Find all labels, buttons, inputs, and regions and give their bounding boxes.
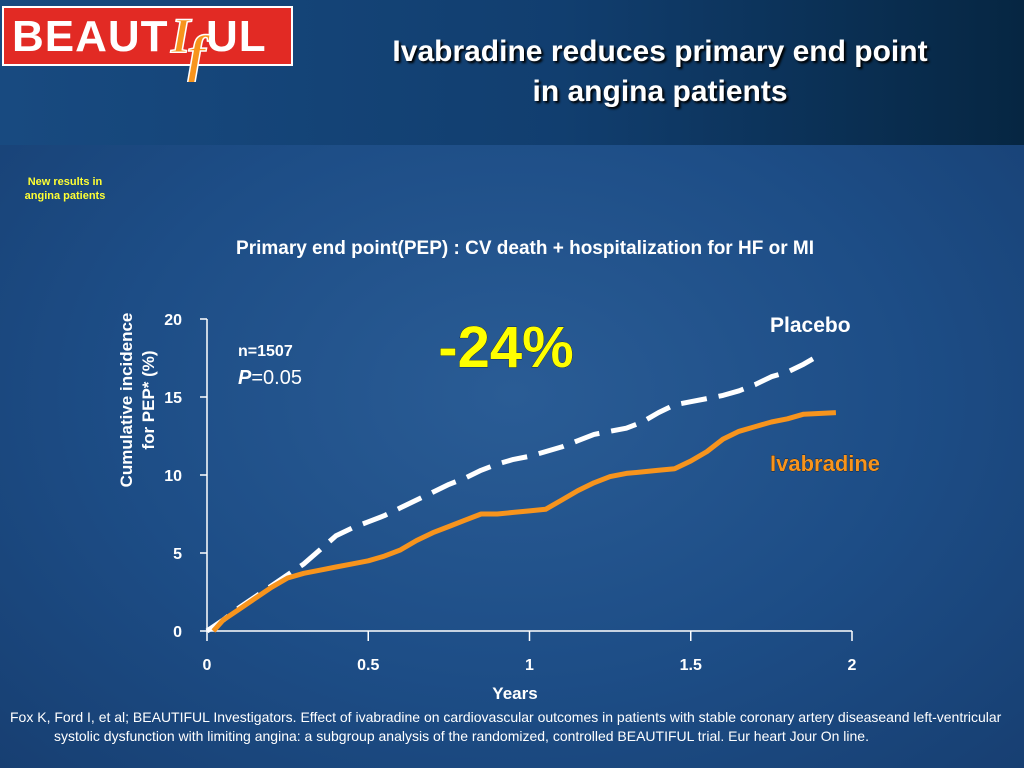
y-axis-label-line1: Cumulative incidence	[117, 313, 136, 488]
series-line-ivabradine	[211, 410, 837, 633]
x-tick-label: 0.5	[357, 657, 379, 674]
logo-if-mark: I f	[169, 6, 212, 82]
series-line-placebo	[205, 352, 822, 634]
slide-background	[0, 145, 1024, 768]
x-tick-label: 2	[848, 657, 857, 674]
new-results-badge: New results in angina patients	[10, 175, 120, 203]
slide-title-line1: Ivabradine reduces primary end point	[392, 35, 928, 68]
chart-series	[205, 352, 837, 634]
citation: Fox K, Ford I, et al; BEAUTIFUL Investig…	[10, 709, 1002, 744]
y-axis-label-line2: for PEP* (%)	[139, 350, 158, 449]
n-label: n=1507	[238, 343, 293, 360]
p-italic: P	[238, 367, 252, 389]
y-tick-label: 20	[164, 312, 182, 329]
slide-title-line2: in angina patients	[532, 75, 788, 108]
reduction-label: -24%	[438, 315, 573, 380]
x-tick-label: 0	[203, 657, 212, 674]
y-tick-label: 15	[164, 390, 182, 407]
legend-ivabradine: Ivabradine	[770, 451, 880, 476]
p-value: =0.05	[251, 367, 302, 389]
p-value-label: P=0.05	[238, 367, 302, 389]
y-tick-label: 0	[173, 624, 182, 641]
badge-line2: angina patients	[24, 190, 106, 202]
badge-line1: New results in	[27, 176, 103, 188]
chart-axes: 0 5 10 15 20 0 0.5 1 1.5 2	[164, 312, 856, 674]
x-tick-label: 1	[525, 657, 534, 674]
slide-title: Ivabradine reduces primary end point in …	[300, 32, 1020, 112]
legend-placebo: Placebo	[770, 314, 851, 337]
x-tick-label: 1.5	[680, 657, 702, 674]
beautiful-logo: BEAUT UL	[2, 6, 293, 66]
x-axis-label: Years	[492, 684, 537, 703]
y-tick-label: 5	[173, 546, 182, 563]
logo-i-glyph: I	[170, 7, 192, 63]
logo-text-left: BEAUT	[12, 12, 169, 61]
y-tick-label: 10	[164, 468, 182, 485]
logo-text-right: UL	[206, 12, 267, 61]
chart-title: Primary end point(PEP) : CV death + hosp…	[236, 238, 814, 259]
